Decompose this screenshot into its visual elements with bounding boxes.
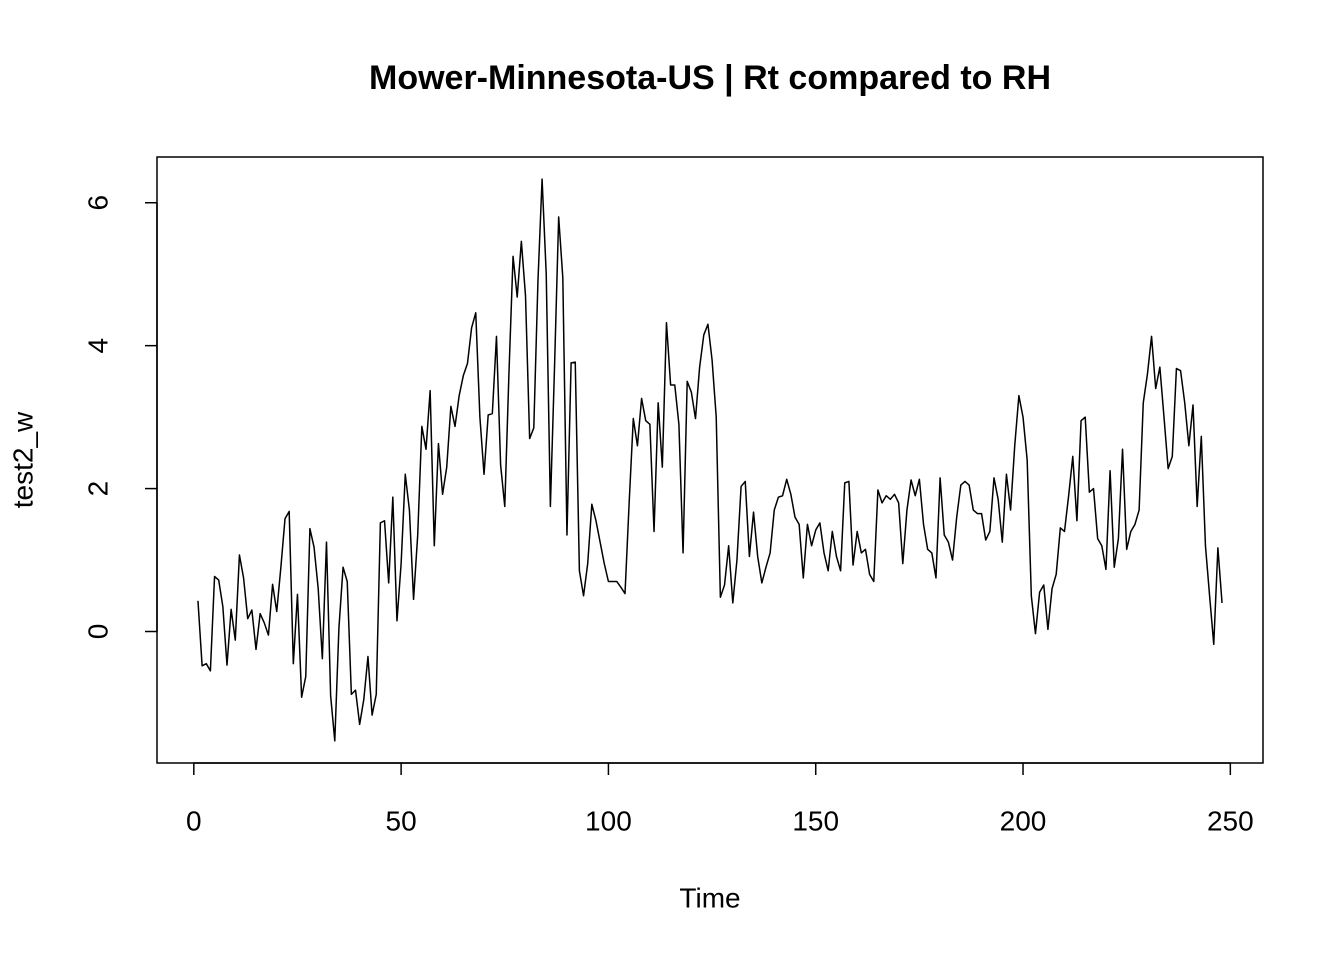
x-tick-label: 150: [792, 805, 839, 836]
x-tick-label: 250: [1207, 805, 1254, 836]
x-tick-label: 100: [585, 805, 632, 836]
x-tick-label: 0: [186, 805, 202, 836]
x-tick-label: 50: [386, 805, 417, 836]
y-tick-label: 2: [82, 481, 113, 497]
x-axis-label: Time: [679, 882, 740, 913]
x-tick-label: 200: [1000, 805, 1047, 836]
chart-title: Mower-Minnesota-US | Rt compared to RH: [369, 59, 1051, 97]
y-tick-label: 0: [82, 624, 113, 640]
data-line: [197, 178, 1223, 742]
y-tick-label: 4: [82, 338, 113, 354]
y-axis-label: test2_w: [7, 411, 38, 508]
y-tick-label: 6: [82, 195, 113, 211]
plot-frame: [156, 156, 1264, 764]
